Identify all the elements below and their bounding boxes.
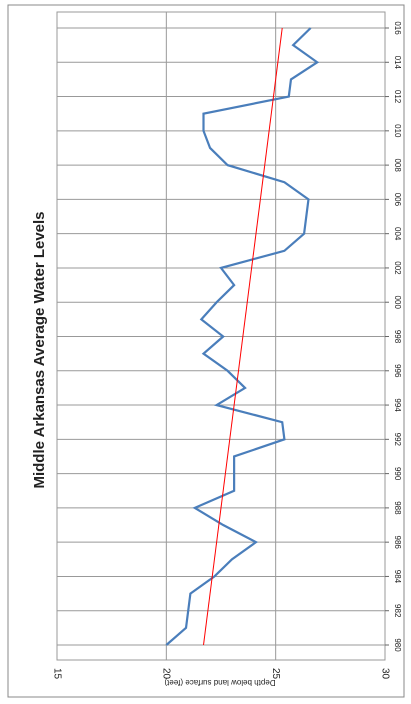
x-tick-label: 986 — [393, 535, 402, 549]
x-tick-label: 980 — [393, 638, 402, 652]
y-tick-label: 20 — [161, 668, 172, 680]
x-tick-label: 010 — [393, 124, 402, 138]
y-tick-label: 30 — [379, 668, 390, 680]
x-tick-label: 996 — [393, 364, 402, 378]
x-tick-label: 000 — [393, 296, 402, 310]
y-tick-label: 25 — [270, 668, 281, 680]
x-tick-label: 994 — [393, 398, 402, 412]
x-tick-label: 998 — [393, 330, 402, 344]
x-tick-label: 012 — [393, 90, 402, 104]
x-tick-label: 014 — [393, 56, 402, 70]
y-axis-label: Depth below land surface (feet) — [164, 678, 276, 687]
chart-frame — [7, 4, 405, 698]
y-tick-label: 15 — [51, 668, 62, 680]
data-line — [165, 27, 320, 646]
x-tick-label: 984 — [393, 570, 402, 584]
x-tick-label: 008 — [393, 158, 402, 172]
x-tick-label: 988 — [393, 501, 402, 515]
x-tick-label: 006 — [393, 193, 402, 207]
trend-line — [203, 27, 283, 646]
x-tick-label: 004 — [393, 227, 402, 241]
chart-title: Middle Arkansas Average Water Levels — [31, 211, 48, 488]
x-tick-label: 982 — [393, 604, 402, 618]
x-tick-label: 016 — [393, 21, 402, 35]
x-tick-label: 992 — [393, 433, 402, 447]
x-tick-label: 990 — [393, 467, 402, 481]
x-tick-label: 002 — [393, 261, 402, 275]
